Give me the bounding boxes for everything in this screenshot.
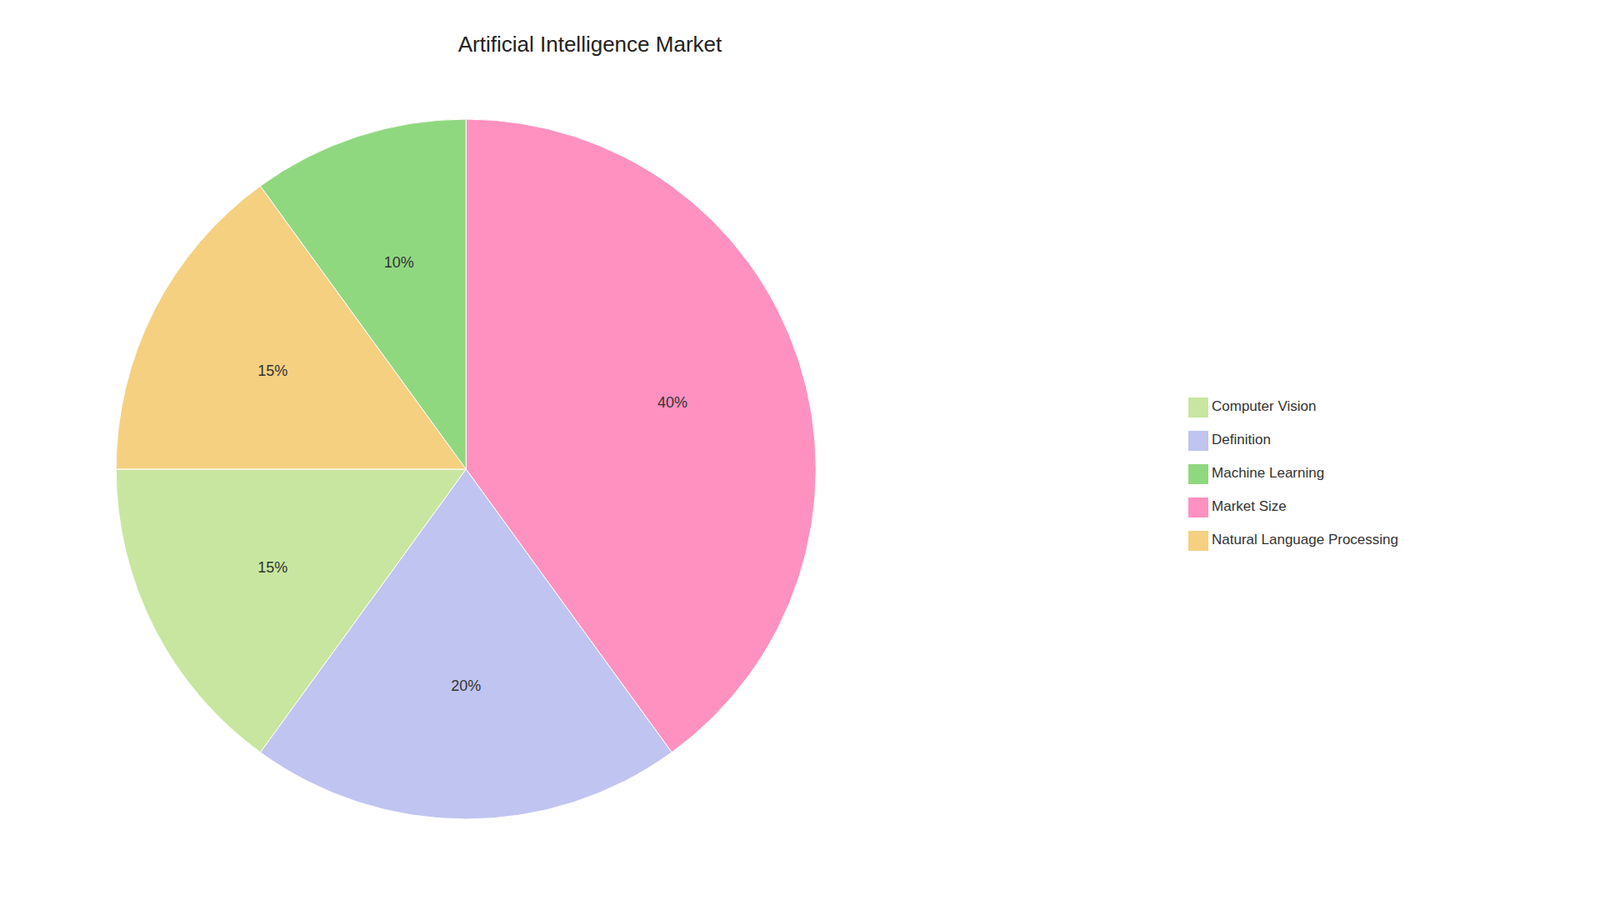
svg-text:15%: 15%	[257, 362, 288, 380]
svg-text:40%: 40%	[657, 394, 688, 411]
html-text:Machine Learning: Machine Learning	[1211, 465, 1325, 481]
html-text:Computer Vision: Computer Vision	[1211, 398, 1317, 415]
svg-text:10%: 10%	[384, 254, 415, 271]
svg-text:15%: 15%	[257, 559, 288, 576]
html-text:Natural Language Processing: Natural Language Processing	[1211, 531, 1399, 548]
html-text:Artificial Intelligence Market: Artificial Intelligence Market	[458, 31, 722, 57]
html-text:Definition: Definition	[1211, 431, 1271, 448]
html-text:Market Size: Market Size	[1211, 498, 1287, 515]
svg-text:20%: 20%	[450, 677, 481, 695]
